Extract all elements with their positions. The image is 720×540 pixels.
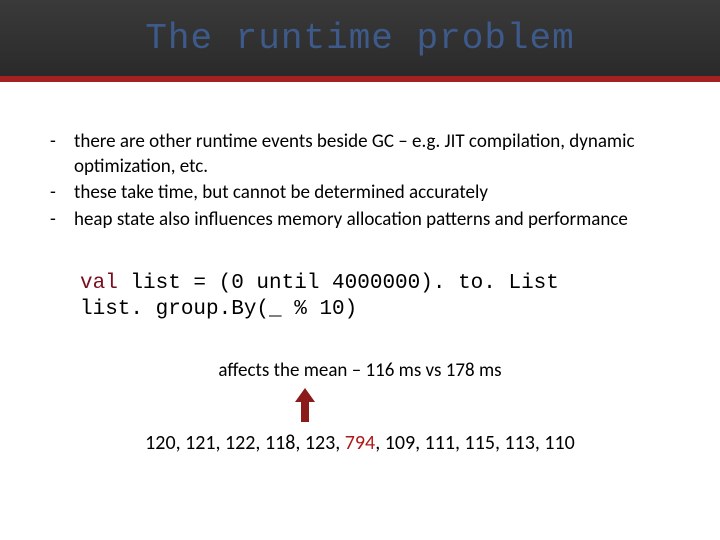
arrow-up-icon: [295, 388, 315, 422]
bullet-item: - heap state also influences memory allo…: [50, 208, 670, 233]
slide-title: The runtime problem: [145, 18, 574, 59]
header-band: The runtime problem: [0, 0, 720, 82]
code-keyword: val: [80, 272, 118, 295]
bullet-item: - there are other runtime events beside …: [50, 130, 670, 179]
bullet-text: heap state also influences memory alloca…: [74, 208, 670, 233]
caption-text: affects the mean – 116 ms vs 178 ms: [50, 359, 670, 382]
code-block: val list = (0 until 4000000). to. List l…: [80, 271, 670, 324]
content-area: - there are other runtime events beside …: [0, 82, 720, 455]
highlighted-number: 794: [345, 431, 375, 455]
code-line-1: val list = (0 until 4000000). to. List: [80, 271, 670, 297]
bullet-item: - these take time, but cannot be determi…: [50, 181, 670, 206]
bullet-text: these take time, but cannot be determine…: [74, 181, 670, 206]
bullet-dash: -: [50, 130, 74, 179]
code-rest: list = (0 until 4000000). to. List: [118, 272, 559, 295]
bullet-dash: -: [50, 208, 74, 233]
bullet-text: there are other runtime events beside GC…: [74, 130, 670, 179]
code-line-2: list. group.By(_ % 10): [80, 297, 670, 323]
numbers-row: 120, 121, 122, 118, 123, 794, 109, 111, …: [50, 431, 670, 455]
bullet-dash: -: [50, 181, 74, 206]
bullet-list: - there are other runtime events beside …: [50, 130, 670, 233]
arrow-row: [50, 388, 670, 427]
